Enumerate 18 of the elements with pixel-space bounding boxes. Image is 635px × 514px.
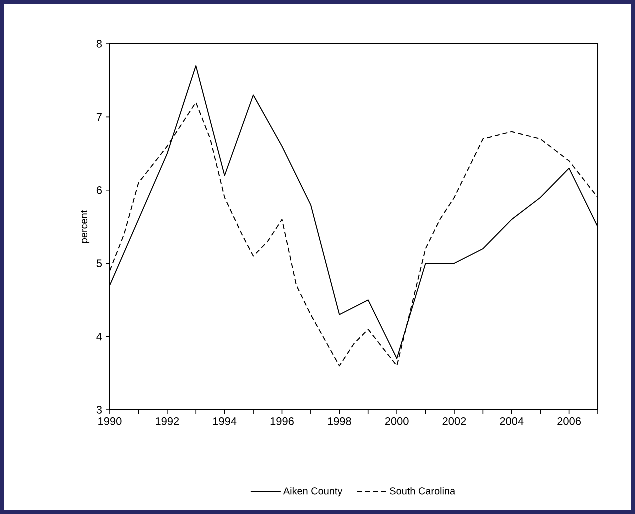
y-tick-label: 3: [96, 406, 102, 414]
y-axis-title: percent: [81, 210, 90, 243]
x-tick-label: 1992: [156, 418, 180, 426]
legend-label: South Carolina: [390, 487, 456, 495]
y-tick-label: 5: [96, 260, 102, 268]
y-tick-label: 8: [96, 40, 102, 48]
x-tick-label: 2002: [442, 418, 466, 426]
y-tick-label: 4: [96, 333, 102, 341]
x-tick-label: 1994: [213, 418, 237, 426]
x-tick-label: 2004: [500, 418, 524, 426]
y-tick-label: 6: [96, 186, 102, 194]
x-tick-label: 2000: [385, 418, 409, 426]
legend-label: Aiken County: [283, 487, 343, 497]
x-tick-label: 1998: [328, 418, 352, 426]
x-tick-label: 2006: [558, 418, 581, 426]
x-tick-label: 1990: [98, 418, 122, 426]
y-tick-label: 7: [96, 113, 102, 121]
x-tick-label: 1996: [270, 418, 294, 426]
